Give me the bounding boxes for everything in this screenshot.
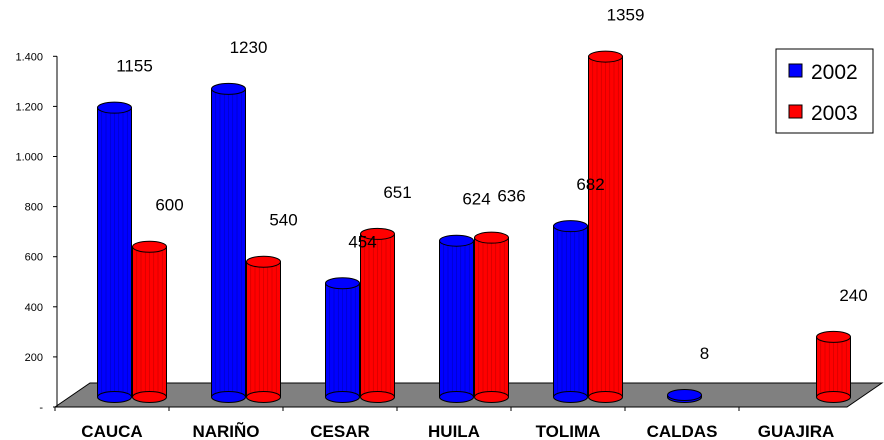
category-label: CESAR: [310, 422, 370, 440]
y-tick-label: 400: [25, 302, 43, 314]
bar-bottom: [211, 391, 246, 403]
bar-top: [439, 234, 474, 247]
bar-top: [588, 50, 623, 63]
bar-top: [211, 82, 246, 95]
bar-2002-huila: [439, 234, 474, 403]
bar-top: [325, 277, 360, 290]
legend: 2002 2003: [775, 48, 874, 134]
bar-bottom: [97, 391, 132, 403]
bar-bottom: [474, 391, 509, 403]
category-label: HUILA: [428, 422, 480, 440]
data-label: 624: [462, 190, 490, 209]
data-label: 540: [269, 211, 297, 230]
bar-2003-nariño: [246, 255, 281, 403]
bar-bottom: [553, 391, 588, 403]
legend-label-2003: 2003: [811, 102, 858, 125]
bar-top: [360, 227, 395, 240]
data-label: 1359: [607, 6, 645, 25]
y-tick-label: 1.400: [15, 51, 43, 63]
data-label: 636: [497, 187, 525, 206]
bar-bottom: [588, 391, 623, 403]
x-axis-categories: CAUCA NARIÑO CESAR HUILA TOLIMA CALDAS GUAJIRA: [54, 407, 835, 440]
legend-box: [775, 48, 874, 134]
bar-2002-tolima: [553, 220, 588, 403]
y-tick-label: 800: [25, 202, 43, 214]
bar-2003-huila: [474, 231, 509, 403]
bar-top: [816, 330, 851, 343]
bar-top: [246, 255, 281, 268]
data-label: 682: [576, 175, 604, 194]
y-tick-label: -: [39, 402, 43, 414]
y-tick-label: 600: [25, 252, 43, 264]
bar-2003-cesar: [360, 227, 395, 403]
legend-label-2002: 2002: [811, 61, 858, 84]
bar-bottom: [132, 391, 167, 403]
legend-swatch-2003: [788, 104, 803, 119]
bar-2002-caldas: [667, 388, 702, 403]
category-label: CAUCA: [81, 422, 142, 440]
legend-swatch-2002: [788, 63, 803, 78]
data-label: 454: [348, 232, 376, 251]
bar-bottom: [439, 391, 474, 403]
y-tick-label: 1.000: [15, 152, 43, 164]
bar-2002-nariño: [211, 82, 246, 403]
category-label: TOLIMA: [536, 422, 601, 440]
bar-top: [553, 220, 588, 233]
data-label: 1155: [116, 57, 153, 76]
bar-top: [97, 101, 132, 114]
bar-bottom: [246, 391, 281, 403]
bar-top: [474, 231, 509, 244]
data-label: 8: [700, 344, 709, 363]
bar-top: [667, 388, 702, 401]
y-axis: - 200 400 600 800 1.000 1.200 1.400: [15, 51, 58, 414]
y-tick-label: 200: [25, 352, 43, 364]
category-label: GUAJIRA: [758, 422, 835, 440]
bar-2003-cauca: [132, 240, 167, 403]
bar-2002-cesar: [325, 277, 360, 403]
data-label: 651: [383, 183, 411, 202]
category-label: NARIÑO: [192, 421, 259, 440]
category-label: CALDAS: [647, 422, 718, 440]
bar-2002-cauca: [97, 101, 132, 403]
bars: [97, 50, 851, 403]
bar-2003-tolima: [588, 50, 623, 403]
bar-bottom: [325, 391, 360, 403]
data-labels: 1155 600 1230 540 454 651 624 636 682 1359 8 240: [116, 6, 867, 363]
bar-2003-guajira: [816, 330, 851, 403]
bar-bottom: [360, 391, 395, 403]
data-label: 240: [839, 286, 867, 305]
y-tick-label: 1.200: [15, 101, 43, 113]
bar-bottom: [816, 391, 851, 403]
data-label: 600: [155, 196, 183, 215]
data-label: 1230: [230, 38, 268, 57]
bar-top: [132, 240, 167, 253]
